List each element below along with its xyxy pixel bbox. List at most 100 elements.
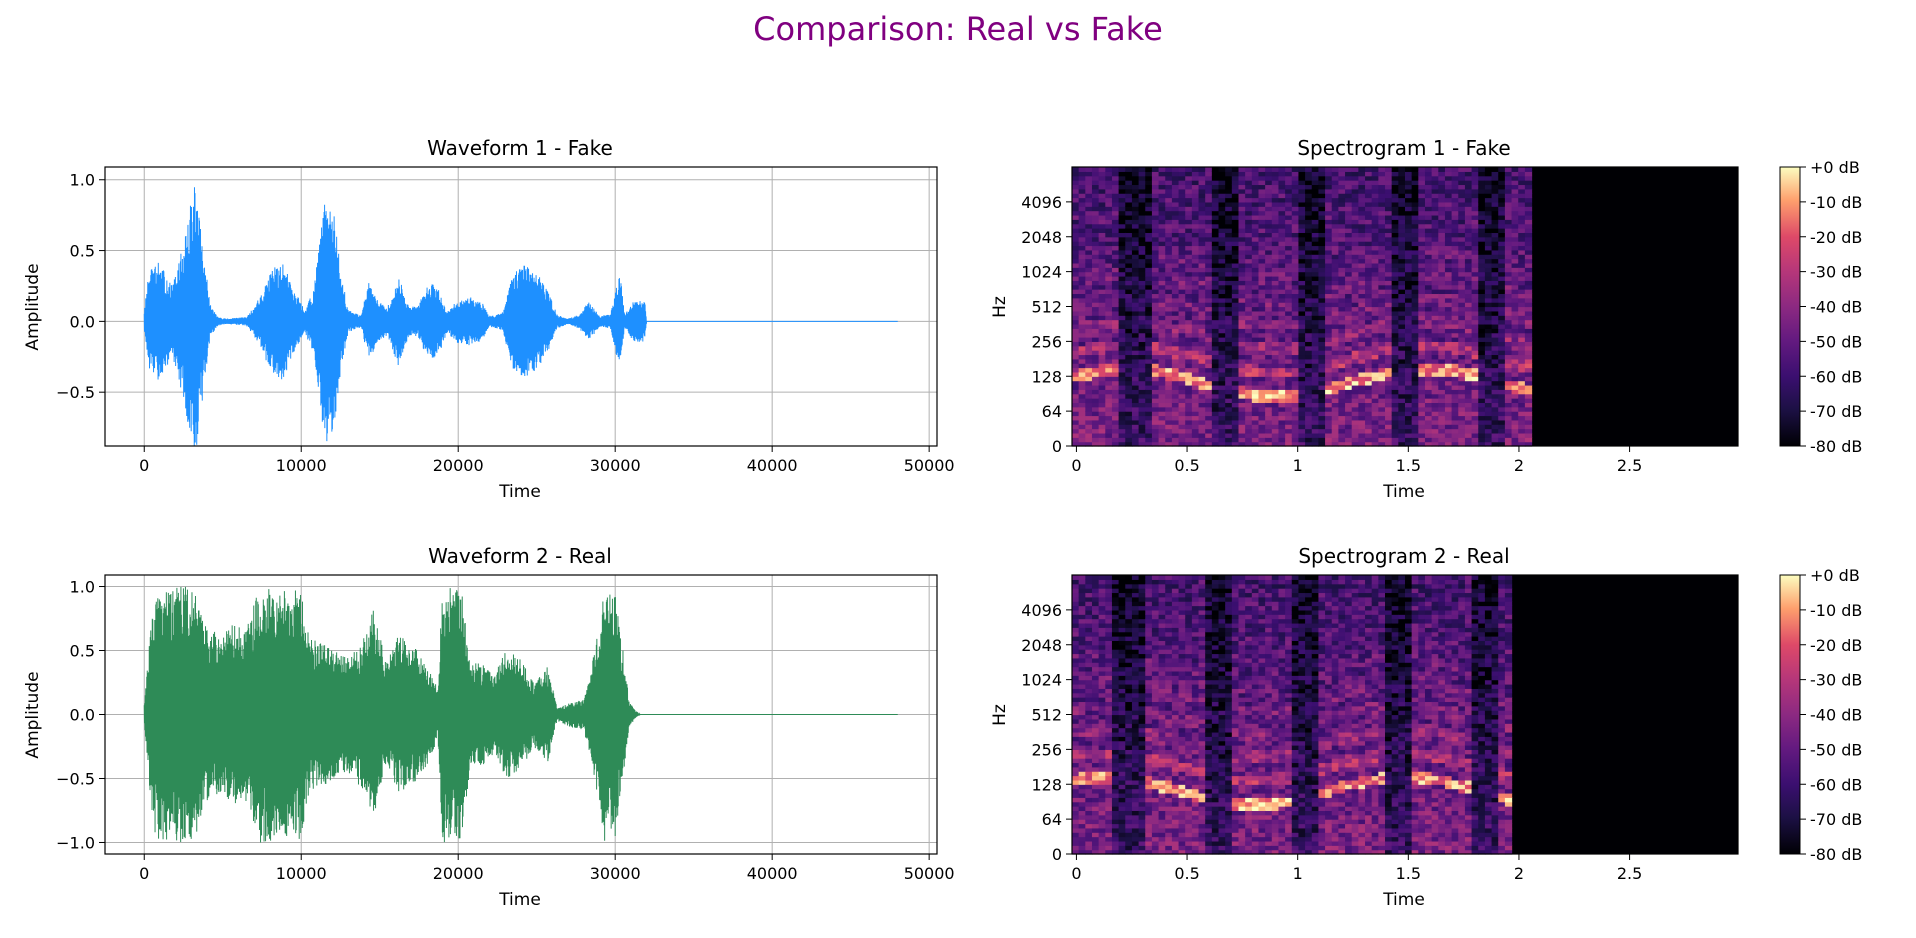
spectrogram-1-cell	[1378, 384, 1386, 390]
spectrogram-1-cell	[1431, 241, 1439, 247]
spectrogram-1-cell	[1311, 310, 1320, 316]
spectrogram-1-cell	[1378, 402, 1386, 408]
spectrogram-1-cell	[1385, 280, 1393, 286]
spectrogram-1-cell	[1365, 193, 1373, 199]
spectrogram-1-cell	[1358, 306, 1366, 312]
spectrogram-1-cell	[1251, 354, 1260, 360]
spectrogram-1-cell	[1345, 262, 1353, 268]
spectrogram-1-cell	[1431, 236, 1439, 242]
spectrogram-2-cell	[1078, 753, 1086, 759]
waveform-2-xtick-label: 20000	[433, 864, 484, 883]
spectrogram-1-cell	[1191, 214, 1200, 220]
spectrogram-1-cell	[1378, 241, 1386, 247]
spectrogram-1-cell	[1511, 171, 1519, 177]
spectrogram-1-cell	[1405, 419, 1413, 425]
spectrogram-1-cell	[1424, 249, 1433, 255]
spectrogram-1-cell	[1138, 236, 1146, 242]
spectrogram-1-cell	[1085, 193, 1093, 199]
spectrogram-1-cell	[1444, 167, 1453, 172]
spectrogram-1-cell	[1098, 441, 1106, 447]
spectrogram-1-cell	[1238, 241, 1246, 247]
spectrogram-1-cell	[1424, 323, 1433, 329]
spectrogram-1-cell	[1498, 271, 1506, 277]
spectrogram-2-cell	[1085, 727, 1093, 733]
spectrogram-1-cell	[1325, 398, 1333, 404]
spectrogram-1-cell	[1311, 271, 1320, 277]
spectrogram-2-cell	[1105, 688, 1113, 694]
spectrogram-1-cell	[1431, 398, 1439, 404]
spectrogram-1-cell	[1431, 232, 1439, 238]
spectrogram-2-cell	[1091, 701, 1100, 707]
spectrogram-1-cell	[1438, 380, 1446, 386]
spectrogram-1-cell	[1298, 437, 1306, 443]
spectrogram-1-cell	[1131, 319, 1140, 325]
spectrogram-1-cell	[1231, 337, 1240, 342]
spectrogram-1-cell	[1471, 376, 1479, 382]
spectrogram-1-cell	[1431, 441, 1439, 447]
spectrogram-1-cell	[1524, 432, 1533, 438]
spectrogram-1-cell	[1405, 210, 1413, 216]
spectrogram-1-cell	[1385, 241, 1393, 247]
spectrogram-1-cell	[1444, 289, 1453, 295]
spectrogram-1-cell	[1211, 428, 1220, 434]
spectrogram-1-cell	[1198, 289, 1206, 295]
spectrogram-1-cell	[1524, 323, 1533, 329]
spectrogram-1-cell	[1398, 415, 1406, 421]
spectrogram-2-cell	[1105, 784, 1113, 790]
spectrogram-1-cell	[1285, 380, 1293, 386]
spectrogram-1-cell	[1178, 193, 1186, 199]
spectrogram-1-cell	[1231, 254, 1240, 260]
spectrogram-1-cell	[1238, 249, 1246, 255]
spectrogram-1-cell	[1298, 258, 1306, 264]
spectrogram-2-cell	[1098, 601, 1106, 607]
spectrogram-1-cell	[1151, 358, 1160, 364]
spectrogram-1-cell	[1291, 354, 1300, 360]
spectrogram-1-cell	[1105, 402, 1113, 408]
spectrogram-1-cell	[1391, 376, 1399, 382]
spectrogram-1-cell	[1211, 284, 1220, 290]
spectrogram-1-cell	[1271, 167, 1280, 172]
spectrogram-1-cell	[1464, 345, 1473, 351]
spectrogram-1-cell	[1318, 332, 1326, 338]
spectrogram-1-cell	[1385, 398, 1393, 404]
spectrogram-1-cell	[1238, 280, 1246, 286]
spectrogram-1-cell	[1345, 184, 1353, 190]
spectrogram-2-cell	[1111, 679, 1120, 685]
spectrogram-1-cell	[1251, 258, 1260, 264]
spectrogram-1-cell	[1285, 389, 1293, 395]
spectrogram-2-cell	[1072, 614, 1080, 620]
spectrogram-1-cell	[1178, 315, 1186, 321]
spectrogram-1-cell	[1511, 332, 1519, 338]
spectrogram-1-cell	[1385, 415, 1393, 421]
spectrogram-1-cell	[1191, 284, 1200, 290]
spectrogram-1-cell	[1371, 289, 1379, 295]
spectrogram-1-cell	[1185, 201, 1193, 207]
spectrogram-1-cell	[1178, 280, 1186, 286]
spectrogram-1-cell	[1338, 193, 1346, 199]
spectrogram-1-cell	[1078, 232, 1086, 238]
spectrogram-1-cell	[1145, 310, 1153, 316]
spectrogram-1-cell	[1411, 380, 1419, 386]
spectrogram-2-cell	[1078, 766, 1086, 772]
spectrogram-1-cell	[1291, 428, 1300, 434]
spectrogram-1-cell	[1358, 402, 1366, 408]
spectrogram-1-cell	[1338, 428, 1346, 434]
spectrogram-1-cell	[1151, 180, 1160, 186]
spectrogram-1-cell	[1138, 415, 1146, 421]
spectrogram-1-cell	[1078, 228, 1086, 233]
spectrogram-1-cell	[1511, 219, 1519, 225]
spectrogram-1-cell	[1345, 197, 1353, 203]
spectrogram-1-cell	[1464, 302, 1473, 308]
spectrogram-1-cell	[1271, 289, 1280, 295]
spectrogram-2-cell	[1111, 745, 1120, 750]
spectrogram-1-cell	[1305, 389, 1313, 395]
spectrogram-2-cell	[1105, 575, 1113, 580]
spectrogram-1-cell	[1451, 376, 1459, 382]
spectrogram-2-cell	[1072, 792, 1080, 798]
spectrogram-1-cell	[1105, 371, 1113, 377]
spectrogram-1-cell	[1085, 254, 1093, 260]
spectrogram-1-cell	[1418, 171, 1426, 177]
spectrogram-1-cell	[1385, 249, 1393, 255]
spectrogram-2-cell	[1111, 588, 1120, 594]
spectrogram-1-cell	[1325, 280, 1333, 286]
